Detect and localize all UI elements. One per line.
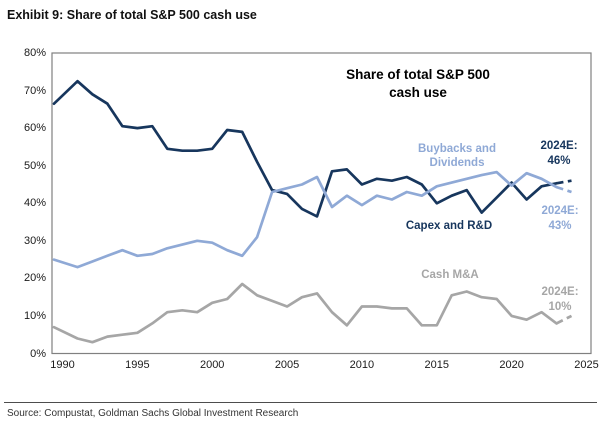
buybacks-series-label-line2: Dividends xyxy=(429,157,485,170)
x-axis-tick: 2000 xyxy=(199,359,225,371)
x-axis-tick: 1990 xyxy=(50,359,75,371)
line-chart xyxy=(51,52,592,355)
y-axis-tick: 60% xyxy=(23,122,46,135)
chart-area: Share of total S&P 500 cash use Buybacks… xyxy=(23,47,599,371)
y-axis-tick: 40% xyxy=(23,197,46,210)
buybacks-2024-estimate-line1: 2024E: xyxy=(541,205,579,217)
y-axis-tick: 70% xyxy=(23,84,46,97)
source-text: Source: Compustat, Goldman Sachs Global … xyxy=(7,408,299,419)
x-axis-tick: 2015 xyxy=(424,359,449,371)
x-axis-tick: 1995 xyxy=(125,359,150,371)
y-axis-tick: 20% xyxy=(23,272,46,285)
x-axis-tick: 2010 xyxy=(349,359,375,371)
x-axis-tick: 2025 xyxy=(574,359,599,371)
series-line-0 xyxy=(52,79,558,218)
y-axis-tick: 30% xyxy=(23,234,46,247)
chart-inner-title: Share of total S&P 500 cash use xyxy=(318,66,518,102)
mna-2024-estimate-line2: 10% xyxy=(548,300,572,313)
y-axis-tick: 0% xyxy=(30,347,46,360)
y-axis-tick: 10% xyxy=(23,309,46,322)
capex-2024-estimate-line1: 2024E: xyxy=(540,140,578,152)
buybacks-series-label: Buybacks and Dividends xyxy=(407,142,507,170)
plot-frame xyxy=(51,52,592,355)
series-line-1 xyxy=(52,170,558,269)
buybacks-series-label-line1: Buybacks and xyxy=(418,143,496,155)
series-line-2 xyxy=(52,282,558,344)
mna-series-label: Cash M&A xyxy=(421,269,479,281)
mna-2024-estimate-label: 2024E: 10% xyxy=(534,285,586,314)
y-axis-tick: 50% xyxy=(23,159,46,172)
x-axis-tick: 2020 xyxy=(499,359,524,371)
series-line-0-estimate-dashed xyxy=(556,179,572,185)
series-line-2-estimate-dashed xyxy=(555,314,573,325)
buybacks-2024-estimate-line2: 43% xyxy=(548,219,572,232)
series-line-1-estimate-dashed xyxy=(556,185,572,194)
y-axis-tick: 80% xyxy=(23,47,46,59)
footer-divider xyxy=(4,402,597,403)
buybacks-2024-estimate-label: 2024E: 43% xyxy=(534,204,586,233)
capex-series-label: Capex and R&D xyxy=(405,220,493,232)
page-title: Exhibit 9: Share of total S&P 500 cash u… xyxy=(7,8,257,22)
mna-2024-estimate-line1: 2024E: xyxy=(541,286,579,298)
x-axis-tick: 2005 xyxy=(274,359,300,371)
capex-2024-estimate-line2: 46% xyxy=(547,154,571,167)
capex-2024-estimate-label: 2024E: 46% xyxy=(533,139,585,168)
chart-inner-title-line1: Share of total S&P 500 xyxy=(346,67,490,82)
chart-inner-title-line2: cash use xyxy=(389,85,447,101)
